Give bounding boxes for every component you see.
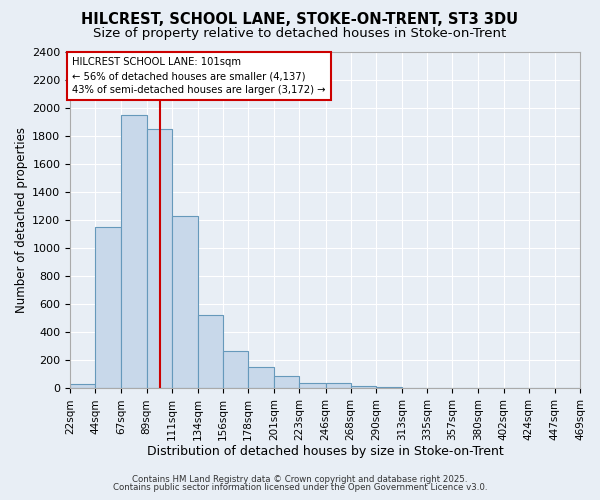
Text: Contains HM Land Registry data © Crown copyright and database right 2025.: Contains HM Land Registry data © Crown c… (132, 475, 468, 484)
Bar (70, 384, 95, 388)
X-axis label: Distribution of detached houses by size in Stoke-on-Trent: Distribution of detached houses by size … (146, 444, 503, 458)
Bar (326, 383, 351, 388)
Bar (274, 376, 299, 388)
Bar (351, 386, 376, 388)
Bar (223, 350, 248, 389)
Bar (376, 387, 402, 388)
Text: Contains public sector information licensed under the Open Government Licence v3: Contains public sector information licen… (113, 483, 487, 492)
Bar (95, 227, 121, 388)
Y-axis label: Number of detached properties: Number of detached properties (15, 127, 28, 313)
Bar (121, 114, 146, 388)
Bar (172, 216, 198, 388)
Bar (198, 316, 223, 388)
Text: HILCREST SCHOOL LANE: 101sqm
← 56% of detached houses are smaller (4,137)
43% of: HILCREST SCHOOL LANE: 101sqm ← 56% of de… (73, 57, 326, 95)
Bar (146, 128, 172, 388)
Bar (299, 383, 326, 388)
Bar (248, 368, 274, 388)
Text: HILCREST, SCHOOL LANE, STOKE-ON-TRENT, ST3 3DU: HILCREST, SCHOOL LANE, STOKE-ON-TRENT, S… (82, 12, 518, 28)
Text: Size of property relative to detached houses in Stoke-on-Trent: Size of property relative to detached ho… (94, 28, 506, 40)
